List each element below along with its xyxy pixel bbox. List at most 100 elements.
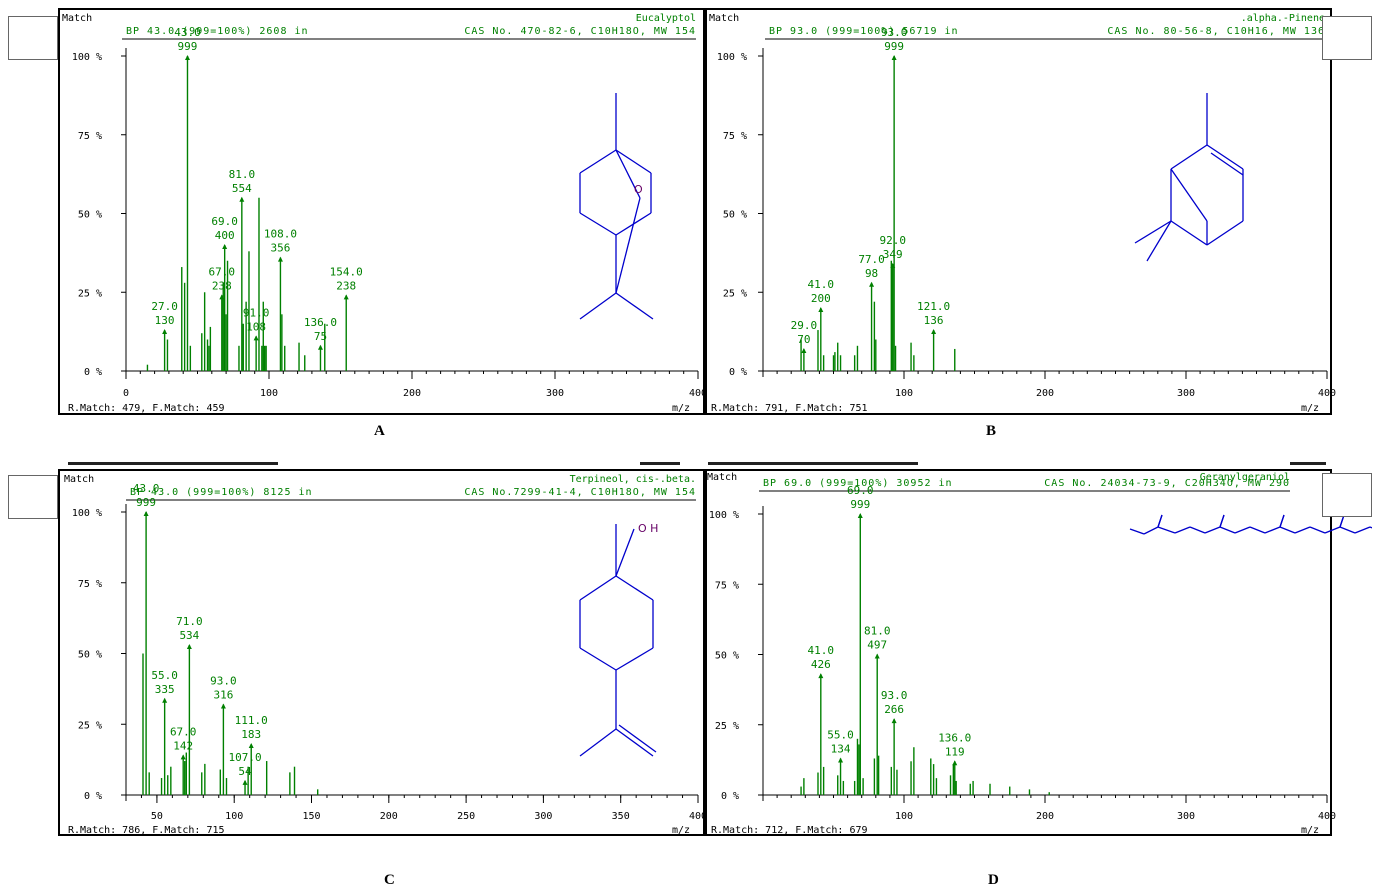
molecular-structure: [1134, 93, 1244, 262]
panel-caption: A: [374, 423, 385, 439]
molecular-structure: O: [579, 93, 654, 320]
peak-intensity-label: 266: [884, 703, 904, 716]
x-tick-label: 400: [1318, 388, 1336, 399]
bond-line: [1157, 514, 1163, 528]
bond-line: [615, 149, 641, 199]
peak-mz-label: 93.0: [210, 674, 237, 687]
y-tick-label: 0 %: [84, 791, 102, 802]
bond-line: [1206, 144, 1244, 170]
bond-line: [1204, 526, 1221, 534]
peak-marker: [801, 347, 807, 353]
corner-box: [1322, 473, 1372, 517]
corner-box: [8, 475, 58, 519]
peak-intensity-label: 119: [945, 745, 965, 758]
peak-intensity-label: 400: [215, 229, 235, 242]
peak-marker: [818, 307, 824, 312]
bond-line: [1339, 526, 1356, 534]
y-tick-label: 75 %: [78, 579, 102, 590]
peak-intensity-label: 108: [246, 320, 266, 333]
mass-spectrum-chart: Match Eucalyptol BP 43.0 (999=100%) 2608 i…: [62, 13, 705, 414]
compound-name: Geranylgeraniol: [1200, 472, 1290, 483]
match-score: R.Match: 712, F.Match: 679: [711, 825, 868, 836]
peak-marker: [162, 697, 168, 703]
peak-intensity-label: 200: [811, 292, 831, 305]
compound-name: .alpha.-Pinene: [1241, 13, 1325, 24]
peak-marker: [277, 256, 283, 262]
peak-mz-label: 107.0: [228, 751, 261, 764]
panel-caption: D: [988, 872, 999, 888]
peak-mz-label: 121.0: [917, 300, 950, 313]
bond-line: [1369, 526, 1372, 529]
y-tick-label: 50 %: [78, 210, 102, 221]
x-tick-label: 300: [1177, 811, 1195, 822]
peak-intensity-label: 75: [314, 330, 327, 343]
peak-marker: [343, 294, 349, 300]
peak-intensity-label: 999: [884, 40, 904, 53]
bond-line: [1279, 526, 1296, 534]
x-tick-label: 200: [403, 388, 421, 399]
mass-spectrum-chart: Match Terpineol, cis-.beta. BP 43.0 (999=1…: [64, 474, 705, 836]
peak-marker: [952, 760, 958, 766]
peak-intensity-label: 130: [155, 314, 175, 327]
bond-line: [1309, 526, 1326, 534]
bond-line: [615, 292, 654, 320]
bond-line: [1146, 220, 1172, 262]
peak-intensity-label: 554: [232, 182, 252, 195]
bond-line: [1264, 526, 1281, 534]
peak-mz-label: 67.0: [170, 725, 197, 738]
compound-name: Terpineol, cis-.beta.: [570, 474, 696, 485]
peak-intensity-label: 136: [924, 314, 944, 327]
peak-mz-label: 55.0: [151, 669, 178, 682]
match-label: Match: [707, 472, 737, 483]
oxygen-atom-label: O: [634, 183, 643, 196]
peak-marker: [219, 294, 225, 300]
bond-line: [1279, 514, 1285, 528]
peak-intensity-label: 999: [850, 498, 870, 511]
peak-marker: [186, 644, 192, 650]
cas-info: CAS No.7299-41-4, C10H18O, MW 154: [464, 487, 696, 498]
y-tick-label: 100 %: [72, 52, 102, 63]
peak-intensity-label: 70: [797, 333, 810, 346]
peak-marker: [143, 511, 149, 516]
x-tick-label: 400: [689, 811, 705, 822]
peak-mz-label: 92.0: [879, 234, 906, 247]
peak-mz-label: 55.0: [827, 728, 854, 741]
bond-line: [1170, 144, 1208, 170]
bond-line: [579, 292, 617, 320]
y-tick-label: 25 %: [78, 288, 102, 299]
x-tick-label: 300: [546, 388, 564, 399]
bond-line: [618, 724, 657, 753]
peak-intensity-label: 534: [179, 629, 199, 642]
peak-mz-label: 69.0: [211, 215, 238, 228]
peak-marker: [180, 754, 186, 760]
peak-intensity-label: 426: [811, 658, 831, 671]
bond-line: [1324, 526, 1341, 534]
x-tick-label: 300: [1177, 388, 1195, 399]
match-label: Match: [62, 13, 92, 24]
bond-line: [615, 149, 652, 174]
y-tick-label: 75 %: [78, 131, 102, 142]
cas-info: CAS No. 470-82-6, C10H18O, MW 154: [464, 26, 696, 37]
molecular-structure: O H: [1129, 514, 1372, 535]
peak-mz-label: 136.0: [304, 316, 337, 329]
peak-marker: [869, 281, 875, 287]
spectrum-panel-a: Match Eucalyptol BP 43.0 (999=100%) 2608 i…: [8, 8, 705, 415]
peak-mz-label: 111.0: [235, 714, 268, 727]
mass-spectrum-chart: Match .alpha.-Pinene BP 93.0 (999=100%) 56…: [709, 13, 1336, 414]
molecular-structure: O H: [579, 522, 658, 757]
match-score: R.Match: 791, F.Match: 751: [711, 403, 868, 414]
peak-marker: [857, 513, 863, 518]
peak-intensity-label: 142: [173, 739, 193, 752]
chart-frame: [58, 8, 705, 415]
peak-marker: [220, 703, 226, 709]
x-tick-label: 100: [260, 388, 278, 399]
peak-mz-label: 71.0: [176, 615, 203, 628]
peak-intensity-label: 238: [336, 279, 356, 292]
peak-marker: [874, 653, 880, 659]
bond-line: [1170, 220, 1208, 246]
cas-info: CAS No. 80-56-8, C10H16, MW 136: [1107, 26, 1325, 37]
bond-line: [1210, 152, 1244, 176]
y-tick-label: 75 %: [715, 580, 739, 591]
cropped-text-strip: [68, 462, 1326, 465]
y-tick-label: 100 %: [709, 510, 739, 521]
